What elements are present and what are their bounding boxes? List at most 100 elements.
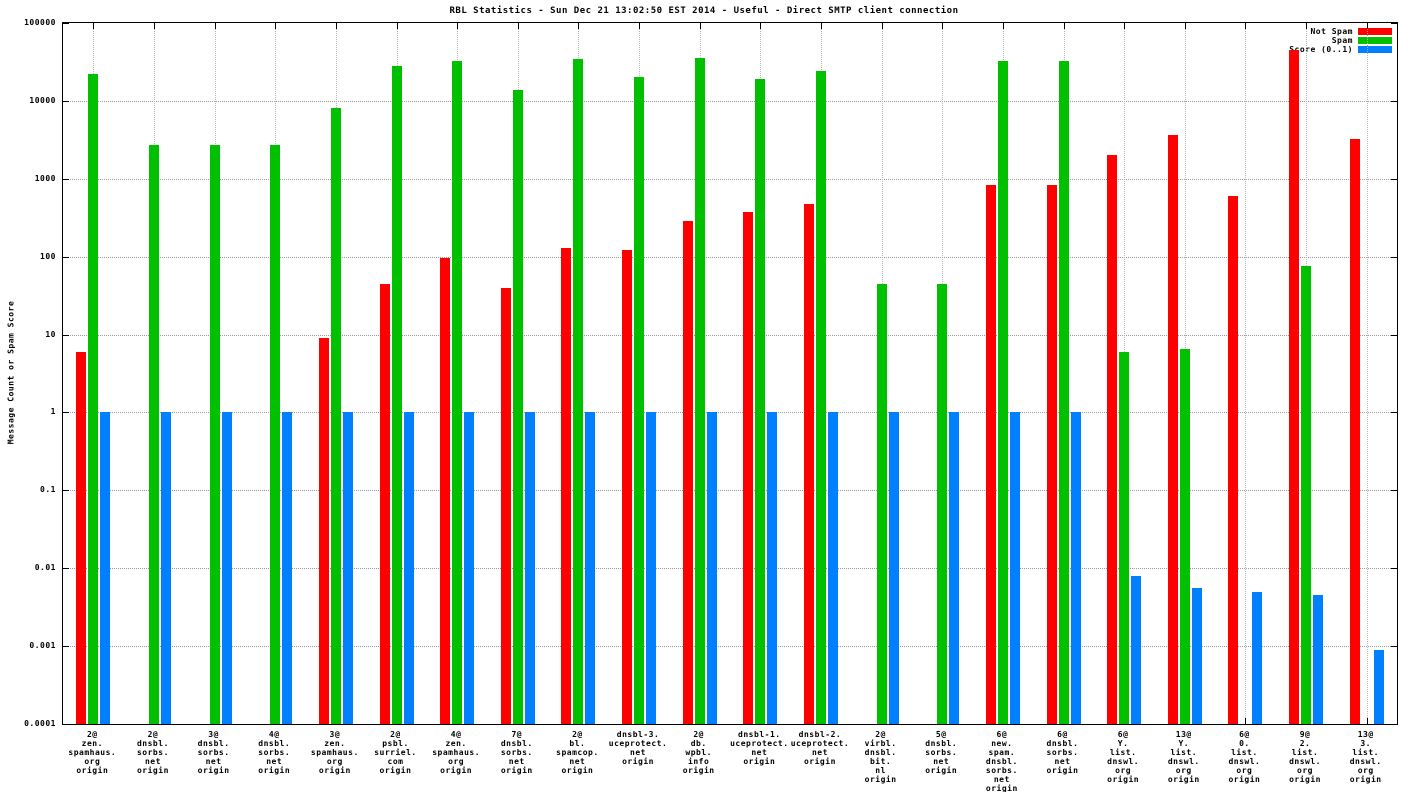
- x-category-label: 2@ dnsbl. sorbs. net origin: [136, 730, 169, 775]
- x-tick-mark-top: [1124, 23, 1126, 29]
- x-category-label: 3@ zen. spamhaus. org origin: [310, 730, 359, 775]
- y-tick-label: 10: [45, 329, 56, 339]
- x-category-label: 2@ zen. spamhaus. org origin: [68, 730, 117, 775]
- y-tick-mark-right: [1391, 178, 1397, 180]
- bar-score-0-1--13: [888, 412, 899, 724]
- x-tick-mark-top: [942, 23, 944, 29]
- y-tick-mark-left: [63, 256, 69, 258]
- bar-score-0-1--8: [585, 412, 596, 724]
- y-tick-label: 0.1: [40, 485, 56, 495]
- bar-not-spam-15: [985, 185, 996, 724]
- bar-score-0-1--3: [282, 412, 293, 724]
- bar-not-spam-17: [1107, 155, 1118, 724]
- y-tick-mark-right: [1391, 100, 1397, 102]
- bar-spam-1: [148, 145, 159, 724]
- x-category-label: 7@ dnsbl. sorbs. net origin: [500, 730, 533, 775]
- v-gridline: [1366, 23, 1368, 724]
- x-tick-mark-top: [881, 23, 883, 29]
- x-category-label: 2@ psbl. surriel. com origin: [374, 730, 417, 775]
- bar-spam-16: [1058, 60, 1069, 724]
- bar-score-0-1--14: [949, 412, 960, 724]
- bar-score-0-1--5: [403, 412, 414, 724]
- x-category-label: 2@ db. wpbl. info origin: [682, 730, 715, 775]
- x-category-label: 6@ dnsbl. sorbs. net origin: [1046, 730, 1079, 775]
- x-tick-mark-bottom: [1366, 718, 1368, 724]
- x-tick-mark-top: [457, 23, 459, 29]
- legend-swatch: [1358, 45, 1392, 53]
- x-category-label: 2@ bl. spamcop. net origin: [556, 730, 599, 775]
- x-tick-mark-top: [275, 23, 277, 29]
- bar-spam-8: [573, 58, 584, 724]
- x-tick-mark-top: [93, 23, 95, 29]
- bar-not-spam-8: [561, 247, 572, 724]
- bar-score-0-1--11: [767, 412, 778, 724]
- bar-score-0-1--18: [1191, 588, 1202, 724]
- bar-spam-13: [876, 283, 887, 724]
- bar-not-spam-12: [803, 203, 814, 724]
- y-tick-label: 100: [40, 251, 56, 261]
- h-gridline: [63, 256, 1397, 258]
- bar-score-0-1--12: [827, 412, 838, 724]
- y-tick-mark-left: [63, 568, 69, 570]
- x-category-label: 13@ 3. list. dnswl. org origin: [1349, 730, 1382, 784]
- bar-score-0-1--6: [464, 412, 475, 724]
- bar-spam-10: [694, 57, 705, 724]
- bar-spam-20: [1301, 266, 1312, 724]
- bar-score-0-1--20: [1313, 595, 1324, 724]
- y-tick-label: 0.01: [34, 563, 56, 573]
- y-tick-label: 1: [50, 407, 56, 417]
- h-gridline: [63, 412, 1397, 414]
- y-tick-mark-right: [1391, 412, 1397, 414]
- bar-score-0-1--21: [1373, 649, 1384, 724]
- legend-swatch: [1358, 27, 1392, 35]
- x-category-label: dnsbl-2. uceprotect. net origin: [790, 730, 850, 766]
- x-category-label: 6@ 0. list. dnswl. org origin: [1228, 730, 1261, 784]
- h-gridline: [63, 100, 1397, 102]
- x-tick-mark-top: [760, 23, 762, 29]
- y-tick-label: 0.001: [29, 641, 56, 651]
- legend-label: Not Spam: [1310, 26, 1353, 36]
- bar-spam-2: [209, 145, 220, 724]
- chart-title: RBL Statistics - Sun Dec 21 13:02:50 EST…: [449, 6, 959, 16]
- bar-not-spam-21: [1349, 139, 1360, 724]
- bar-not-spam-7: [500, 287, 511, 724]
- y-tick-mark-left: [63, 23, 69, 24]
- x-category-label: 4@ dnsbl. sorbs. net origin: [258, 730, 291, 775]
- bar-score-0-1--9: [646, 412, 657, 724]
- bar-not-spam-11: [743, 211, 754, 724]
- x-category-label: 6@ new. spam. dnsbl. sorbs. net origin: [985, 730, 1018, 792]
- legend-label: Spam: [1331, 35, 1353, 45]
- bar-spam-14: [937, 283, 948, 724]
- bar-not-spam-18: [1167, 135, 1178, 724]
- h-gridline: [63, 568, 1397, 570]
- legend-row: Not Spam: [1310, 26, 1392, 36]
- bar-not-spam-19: [1228, 196, 1239, 724]
- x-category-label: dnsbl-3. uceprotect. net origin: [608, 730, 668, 766]
- x-tick-mark-top: [517, 23, 519, 29]
- x-tick-mark-top: [1002, 23, 1004, 29]
- bar-not-spam-6: [440, 258, 451, 724]
- y-tick-mark-right: [1391, 490, 1397, 492]
- bar-not-spam-4: [318, 338, 329, 724]
- bar-score-0-1--4: [342, 412, 353, 724]
- bar-score-0-1--10: [706, 412, 717, 724]
- bar-score-0-1--1: [160, 412, 171, 724]
- y-tick-mark-right: [1391, 23, 1397, 24]
- bar-score-0-1--0: [100, 412, 111, 724]
- x-category-label: dnsbl-1. uceprotect. net origin: [730, 730, 789, 766]
- y-tick-mark-left: [63, 724, 69, 725]
- v-gridline: [1245, 23, 1247, 724]
- y-tick-mark-right: [1391, 568, 1397, 570]
- bar-score-0-1--7: [524, 412, 535, 724]
- x-category-label: 5@ dnsbl. sorbs. net origin: [925, 730, 958, 775]
- bar-spam-3: [270, 145, 281, 724]
- legend-row: Score (0..1): [1289, 45, 1392, 54]
- bar-score-0-1--2: [221, 412, 232, 724]
- x-tick-mark-top: [639, 23, 641, 29]
- bar-spam-5: [391, 66, 402, 724]
- h-gridline: [63, 334, 1397, 336]
- x-tick-mark-top: [1306, 23, 1308, 29]
- y-tick-label: 100000: [24, 18, 56, 27]
- x-category-label: 4@ zen. spamhaus. org origin: [432, 730, 481, 775]
